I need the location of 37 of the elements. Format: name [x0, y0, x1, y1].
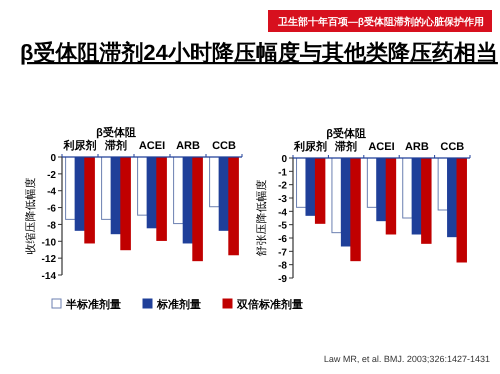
x-tick-label: ARB: [404, 141, 429, 153]
legend-label: 半标准剂量: [65, 298, 121, 311]
legend: 半标准剂量 标准剂量 双倍标准剂量: [52, 298, 303, 311]
x-tick-label: 利尿剂: [62, 139, 96, 152]
y-tick-label: -9: [278, 274, 288, 285]
y-tick-label: -5: [278, 220, 288, 232]
x-tick-label: CCB: [440, 141, 464, 153]
y-tick-label: -3: [278, 194, 288, 205]
legend-label: 双倍标准剂量: [236, 298, 303, 311]
x-tick-label: ACEI: [138, 140, 166, 152]
y-tick-label: -10: [42, 237, 56, 248]
y-tick-label: -8: [278, 260, 288, 272]
chart-title: β受体阻滞剂24小时降压幅度与其他类降压药相当: [20, 40, 498, 65]
x-tick-label: 利尿剂: [293, 140, 328, 153]
y-tick-label: 0: [281, 154, 288, 165]
y-tick-label: -6: [47, 204, 56, 215]
text: 卫生部十年百项—β受体阻滞剂的心脏保护作用: [276, 16, 484, 28]
x-tick-label: β受体阻滞剂: [96, 126, 136, 152]
y-tick-label: -6: [278, 234, 288, 245]
y-tick-label: -14: [42, 271, 56, 282]
text: Law MR, et al. BMJ. 2003;326:1427-1431: [324, 354, 490, 364]
y-tick-label: -7: [278, 247, 288, 258]
y-tick-label: -2: [278, 180, 288, 192]
y-tick-label: -1: [278, 167, 288, 178]
x-tick-label: ACEI: [368, 141, 395, 153]
x-tick-label: β受体阻滞剂: [326, 127, 366, 153]
x-tick-label: CCB: [212, 140, 236, 152]
y-tick-label: -4: [278, 207, 288, 218]
x-tick-label: ARB: [176, 140, 200, 152]
y-tick-label: -12: [42, 254, 56, 266]
y-axis-title: 收缩压降低幅度: [24, 178, 37, 254]
legend-label: 标准剂量: [156, 298, 201, 311]
y-tick-label: -8: [47, 220, 56, 232]
y-tick-label: -4: [47, 186, 56, 198]
y-tick-label: -2: [47, 170, 56, 181]
y-axis-title: 舒张压降低幅度: [255, 180, 268, 256]
y-tick-label: 0: [50, 153, 56, 164]
